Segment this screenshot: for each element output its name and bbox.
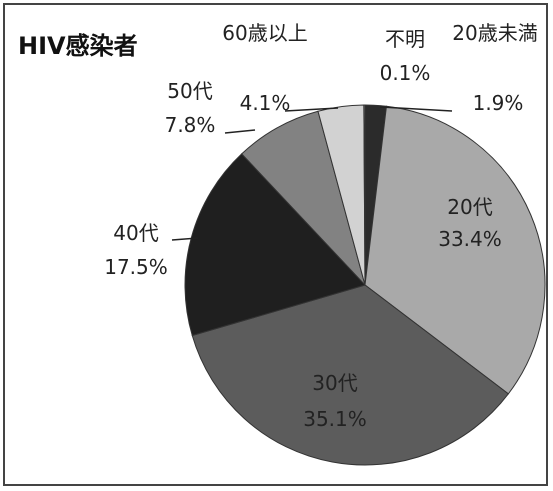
value-label: 4.1%: [239, 91, 291, 115]
value-label: 17.5%: [104, 255, 168, 279]
category-label: 20代: [447, 195, 493, 219]
pie-slice: [184, 153, 366, 337]
leader-lines: [171, 106, 453, 241]
category-label: 20歳未満: [452, 21, 538, 45]
category-label: 40代: [113, 221, 159, 245]
pie-slice: [363, 104, 366, 286]
value-label: 0.1%: [379, 61, 431, 85]
chart-title: HIV感染者: [18, 32, 138, 60]
value-label: 1.9%: [472, 91, 524, 115]
chart-frame: [3, 3, 548, 486]
value-label: 35.1%: [303, 407, 367, 431]
category-label: 30代: [312, 371, 358, 395]
value-label: 7.8%: [164, 113, 216, 137]
category-label: 60歳以上: [222, 21, 308, 45]
value-label: 33.4%: [438, 227, 502, 251]
pie-slice: [191, 284, 510, 466]
pie-slice: [364, 105, 546, 395]
category-label: 不明: [385, 27, 425, 51]
category-label: 50代: [167, 79, 213, 103]
